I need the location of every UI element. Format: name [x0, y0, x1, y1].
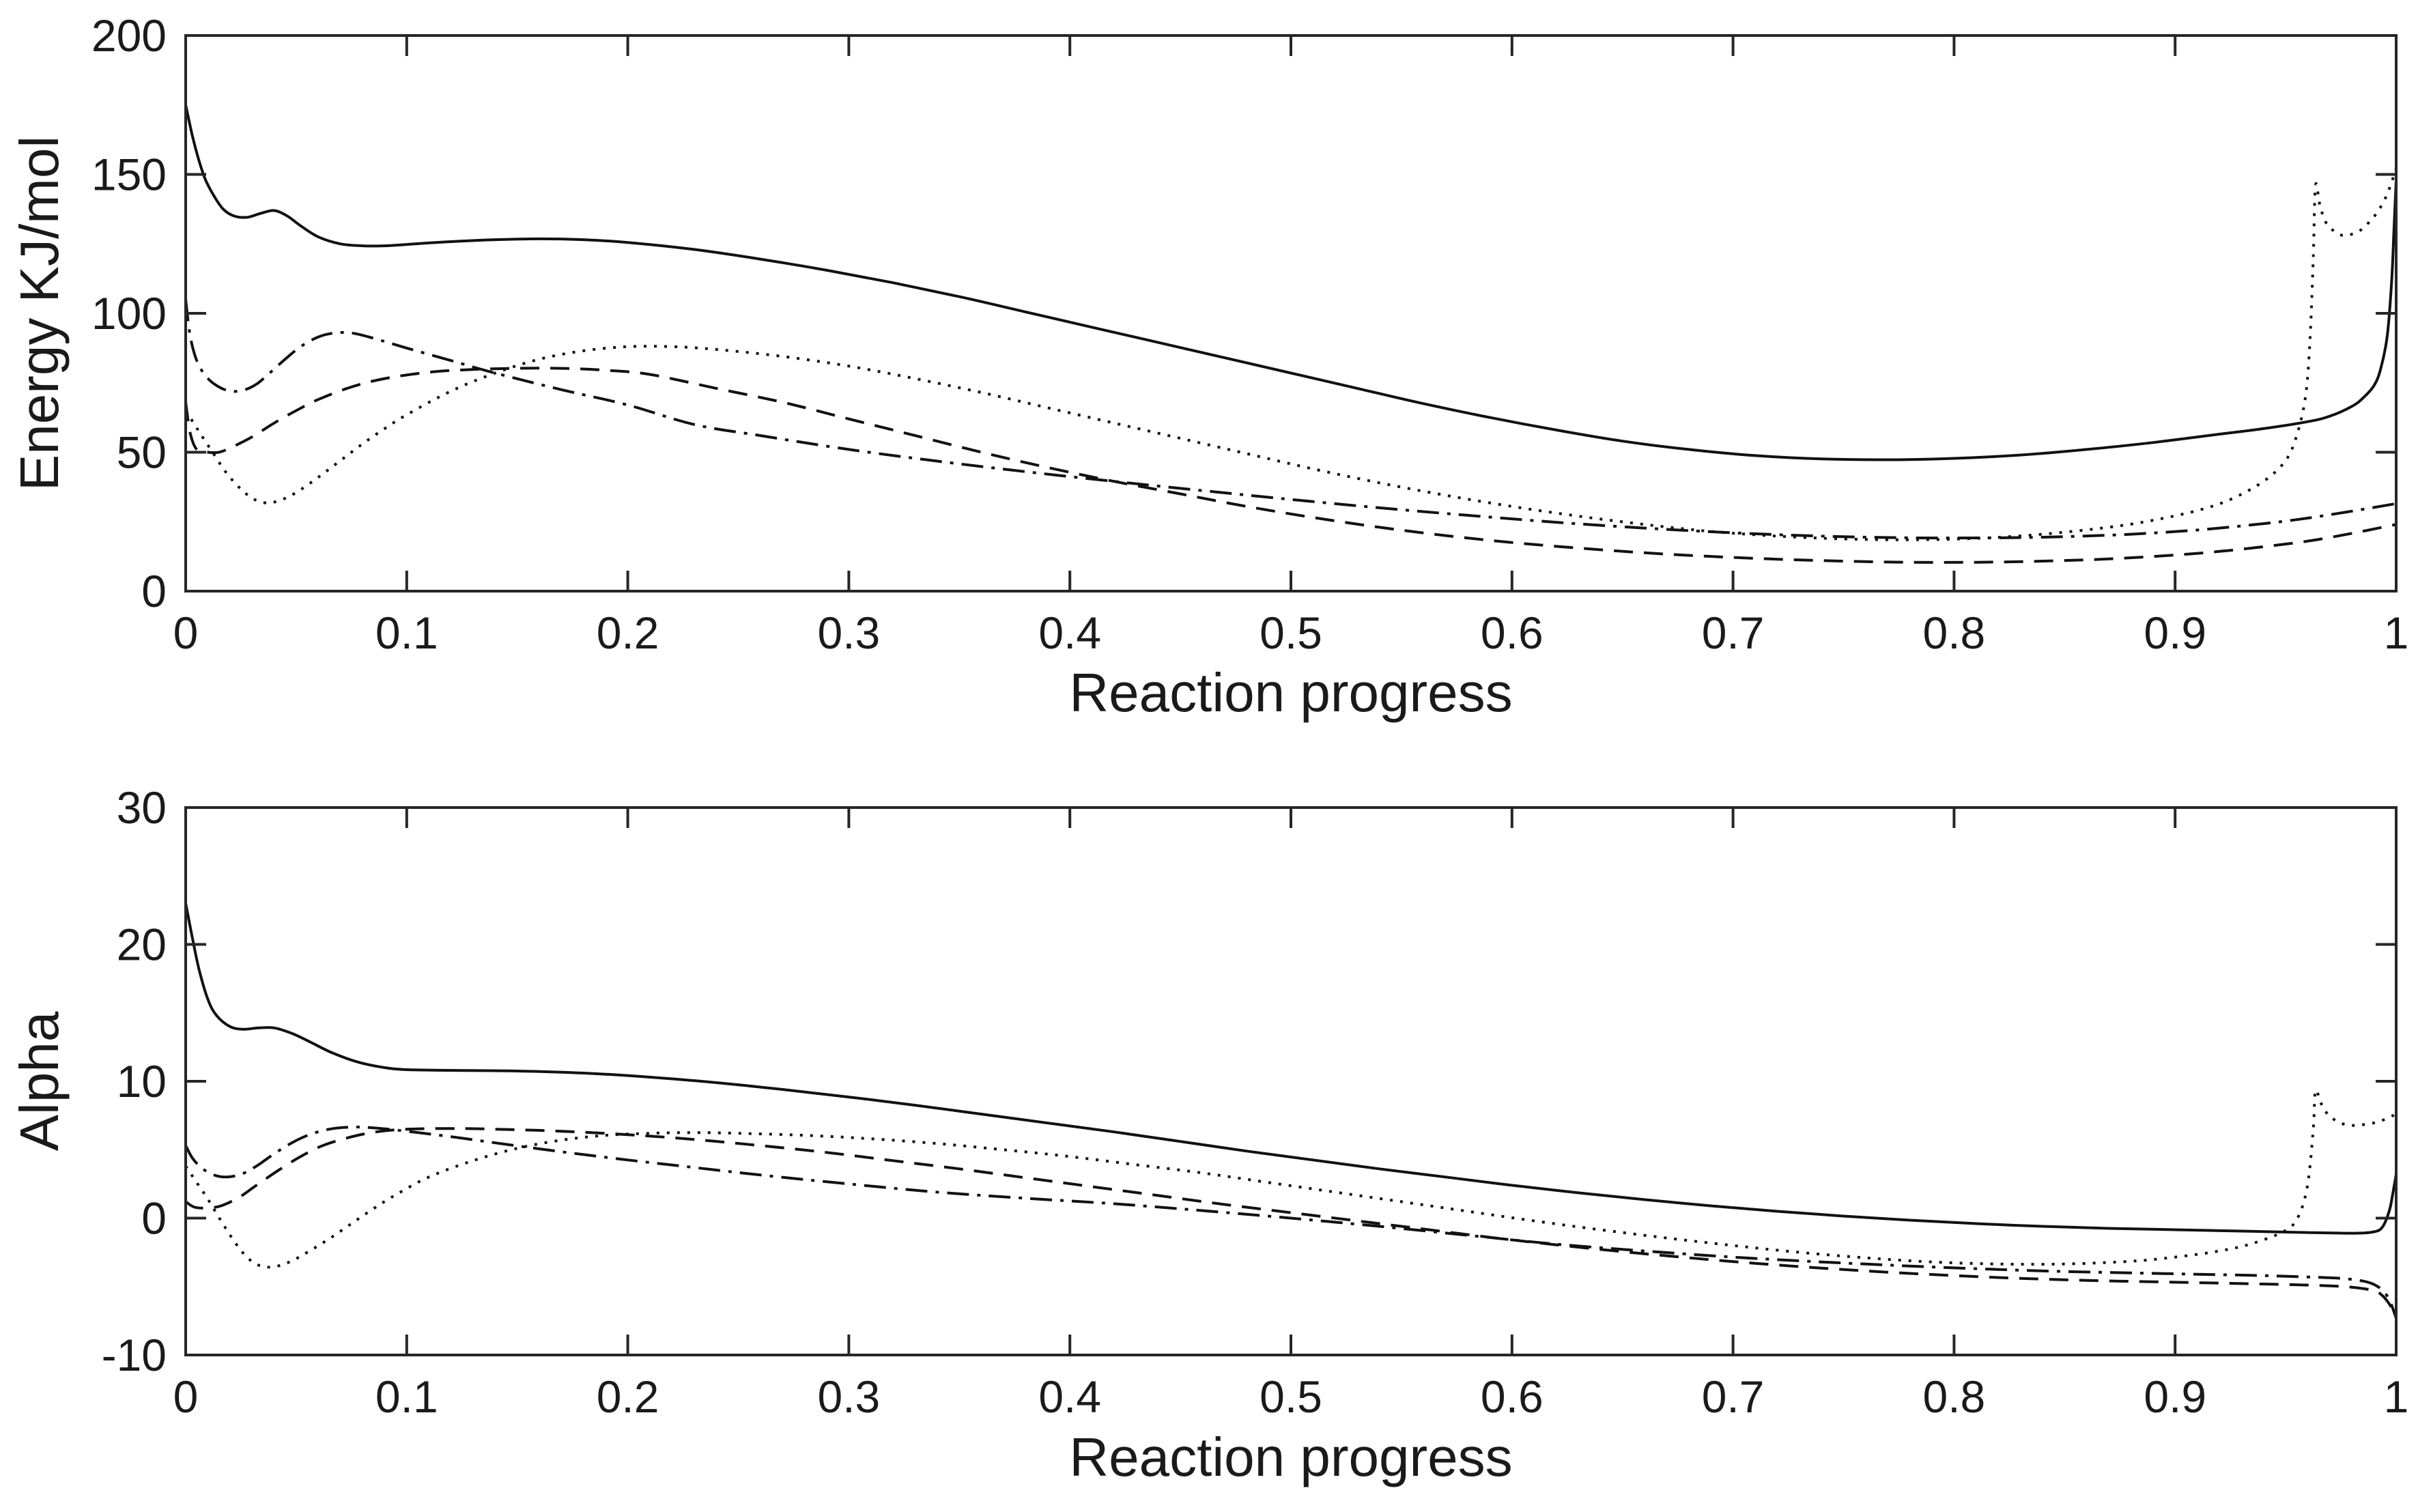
energy-x-tick-label: 0 [173, 608, 199, 658]
energy-x-tick-label: 0.4 [1038, 608, 1101, 658]
energy-y-axis-label: Energy KJ/mol [9, 135, 70, 491]
energy-y-tick-label: 0 [141, 566, 167, 616]
energy-y-tick-label: 100 [91, 288, 167, 339]
alpha-dash-dot-line [186, 1126, 2396, 1319]
alpha-x-tick-label: 0.5 [1260, 1371, 1322, 1422]
alpha-y-tick-label: 10 [117, 1056, 167, 1107]
energy-axes: 0 0.1 0.2 0.3 0.4 0.5 0.6 0.7 0.8 0.9 1 0 50 100 150 20… [91, 10, 2408, 658]
energy-y-tick-label: 50 [117, 427, 167, 478]
energy-x-tick-label: 0.9 [2144, 608, 2206, 658]
energy-dashed-line [186, 367, 2396, 564]
alpha-x-tick-label: 0.3 [818, 1371, 881, 1422]
alpha-x-tick-label: 0.7 [1702, 1371, 1765, 1422]
energy-x-tick-label: 1 [2384, 608, 2409, 658]
alpha-x-axis-label: Reaction progress [1069, 1427, 1513, 1487]
alpha-dashed-line [186, 1127, 2396, 1317]
alpha-x-tick-label: 0.1 [375, 1371, 438, 1422]
energy-x-tick-label: 0.2 [597, 608, 659, 658]
alpha-y-tick-label: -10 [102, 1330, 167, 1380]
alpha-x-tick-label: 0.8 [1923, 1371, 1986, 1422]
alpha-dotted-line [186, 1088, 2396, 1269]
energy-y-tick-label: 200 [91, 10, 167, 61]
alpha-curves [186, 902, 2396, 1319]
alpha-x-tick-label: 0 [173, 1371, 199, 1422]
energy-x-tick-label: 0.6 [1481, 608, 1544, 658]
alpha-y-tick-label: 0 [141, 1193, 167, 1244]
energy-x-tick-label: 0.5 [1260, 608, 1322, 658]
alpha-y-tick-label: 30 [117, 782, 167, 833]
alpha-x-tick-label: 0.9 [2144, 1371, 2206, 1422]
alpha-y-tick-label: 20 [117, 919, 167, 970]
energy-solid-line [186, 104, 2396, 461]
energy-x-axis-label: Reaction progress [1069, 662, 1513, 723]
alpha-x-tick-label: 0.6 [1481, 1371, 1544, 1422]
energy-x-tick-label: 0.3 [818, 608, 881, 658]
energy-curves [186, 104, 2396, 564]
alpha-y-axis-label: Alpha [9, 1011, 70, 1152]
alpha-x-tick-label: 1 [2384, 1371, 2409, 1422]
alpha-x-tick-label: 0.4 [1038, 1371, 1101, 1422]
energy-x-tick-label: 0.8 [1923, 608, 1986, 658]
energy-axes-box [184, 34, 2398, 593]
energy-x-tick-label: 0.1 [375, 608, 438, 658]
alpha-axes-box [184, 806, 2398, 1356]
alpha-solid-line [186, 902, 2396, 1235]
energy-y-tick-label: 150 [91, 149, 167, 200]
energy-x-tick-label: 0.7 [1702, 608, 1765, 658]
energy-plot: 0 0.1 0.2 0.3 0.4 0.5 0.6 0.7 0.8 0.9 1 0 50 100 150 20… [91, 10, 2408, 658]
energy-dotted-line [186, 168, 2396, 541]
alpha-x-tick-label: 0.2 [597, 1371, 659, 1422]
energy-dash-dot-line [186, 299, 2396, 540]
